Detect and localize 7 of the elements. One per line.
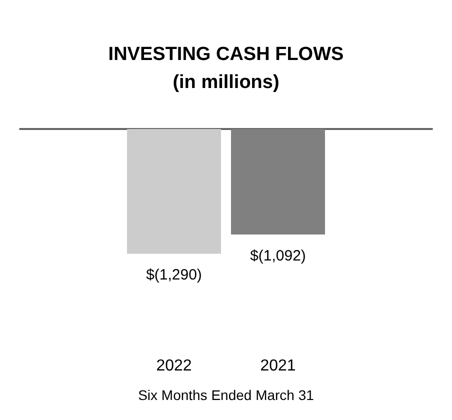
chart-subtitle: (in millions) <box>172 72 280 93</box>
x-tick-label: 2021 <box>260 358 296 374</box>
chart-title: INVESTING CASH FLOWS <box>108 44 344 65</box>
x-tick-label: 2022 <box>156 358 192 374</box>
x-axis-title: Six Months Ended March 31 <box>138 387 314 403</box>
data-label: $(1,092) <box>250 248 306 265</box>
data-label: $(1,290) <box>146 266 202 284</box>
